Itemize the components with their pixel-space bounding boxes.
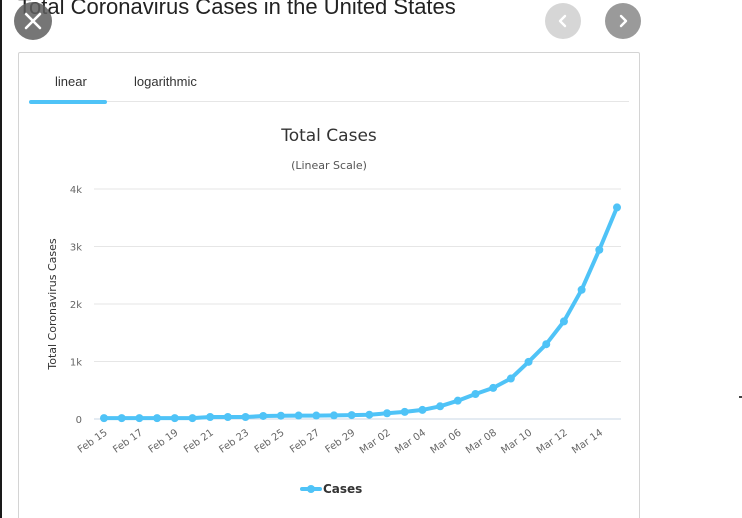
page-title: Total Coronavirus Cases in the United St… [18,0,456,19]
tab-linear[interactable]: linear [55,74,87,89]
x-tick-label: Mar 10 [499,427,534,456]
active-tab-indicator [29,100,107,104]
y-tick-label: 3k [70,243,82,254]
data-point[interactable] [365,410,374,419]
chart-card: linear logarithmic Total Cases (Linear S… [18,52,640,518]
data-point[interactable] [577,285,586,294]
series-line-cases [102,205,619,421]
legend-marker [307,485,315,493]
data-point[interactable] [506,374,515,383]
x-tick-label: Mar 04 [393,427,428,456]
tab-divider [107,101,629,102]
data-point[interactable] [135,414,144,423]
y-axis-label: Total Coronavirus Cases [46,238,59,371]
y-tick-label: 1k [70,358,82,369]
x-tick-label: Feb 25 [253,427,287,455]
data-point[interactable] [489,383,498,392]
y-tick-label: 2k [70,300,82,311]
data-point[interactable] [595,245,604,254]
data-point[interactable] [524,357,533,366]
x-tick-label: Feb 17 [111,427,145,455]
x-tick-label: Mar 02 [358,427,393,456]
previous-button[interactable] [545,3,581,39]
next-button[interactable] [605,3,641,39]
data-point[interactable] [400,407,409,416]
close-button[interactable] [14,2,52,40]
x-tick-label: Feb 19 [147,427,181,455]
tab-logarithmic[interactable]: logarithmic [134,74,197,89]
y-tick-label: 4k [70,185,82,196]
x-tick-label: Feb 21 [182,427,216,455]
chevron-left-icon [558,14,567,28]
data-point[interactable] [223,412,232,421]
legend-label-cases: Cases [323,482,362,496]
data-point[interactable] [329,411,338,420]
data-point[interactable] [294,411,303,420]
data-point[interactable] [259,411,268,420]
data-point[interactable] [153,414,162,423]
data-point[interactable] [471,389,480,398]
left-window-edge [0,0,2,518]
data-point[interactable] [418,405,427,414]
data-point[interactable] [347,411,356,420]
data-point[interactable] [312,411,321,420]
close-icon [24,12,42,30]
x-tick-label: Mar 08 [464,427,499,456]
data-point[interactable] [559,317,568,326]
chart-legend[interactable]: Cases [300,482,362,496]
data-point[interactable] [117,414,126,423]
data-point[interactable] [613,203,621,212]
x-tick-label: Mar 14 [570,427,605,456]
data-point[interactable] [542,340,551,349]
line-chart: Total Cases (Linear Scale) Total Coronav… [46,126,621,496]
data-point[interactable] [453,396,462,405]
x-tick-label: Mar 06 [429,427,464,456]
x-tick-label: Feb 15 [76,427,110,455]
data-point[interactable] [383,409,392,418]
data-point[interactable] [206,412,215,421]
x-tick-label: Mar 12 [535,427,570,456]
y-tick-label: 0 [76,415,82,426]
chart-title: Total Cases [280,126,377,146]
x-tick-label: Feb 27 [288,427,322,455]
data-point[interactable] [188,414,197,423]
data-point[interactable] [170,414,179,423]
data-point[interactable] [100,414,108,423]
chart-subtitle: (Linear Scale) [291,159,367,172]
x-tick-label: Feb 23 [217,427,251,455]
data-point[interactable] [241,412,250,421]
x-tick-label: Feb 29 [324,427,358,455]
data-point[interactable] [276,411,285,420]
data-point[interactable] [436,402,445,411]
edge-artifact [739,396,742,398]
chevron-right-icon [619,14,628,28]
